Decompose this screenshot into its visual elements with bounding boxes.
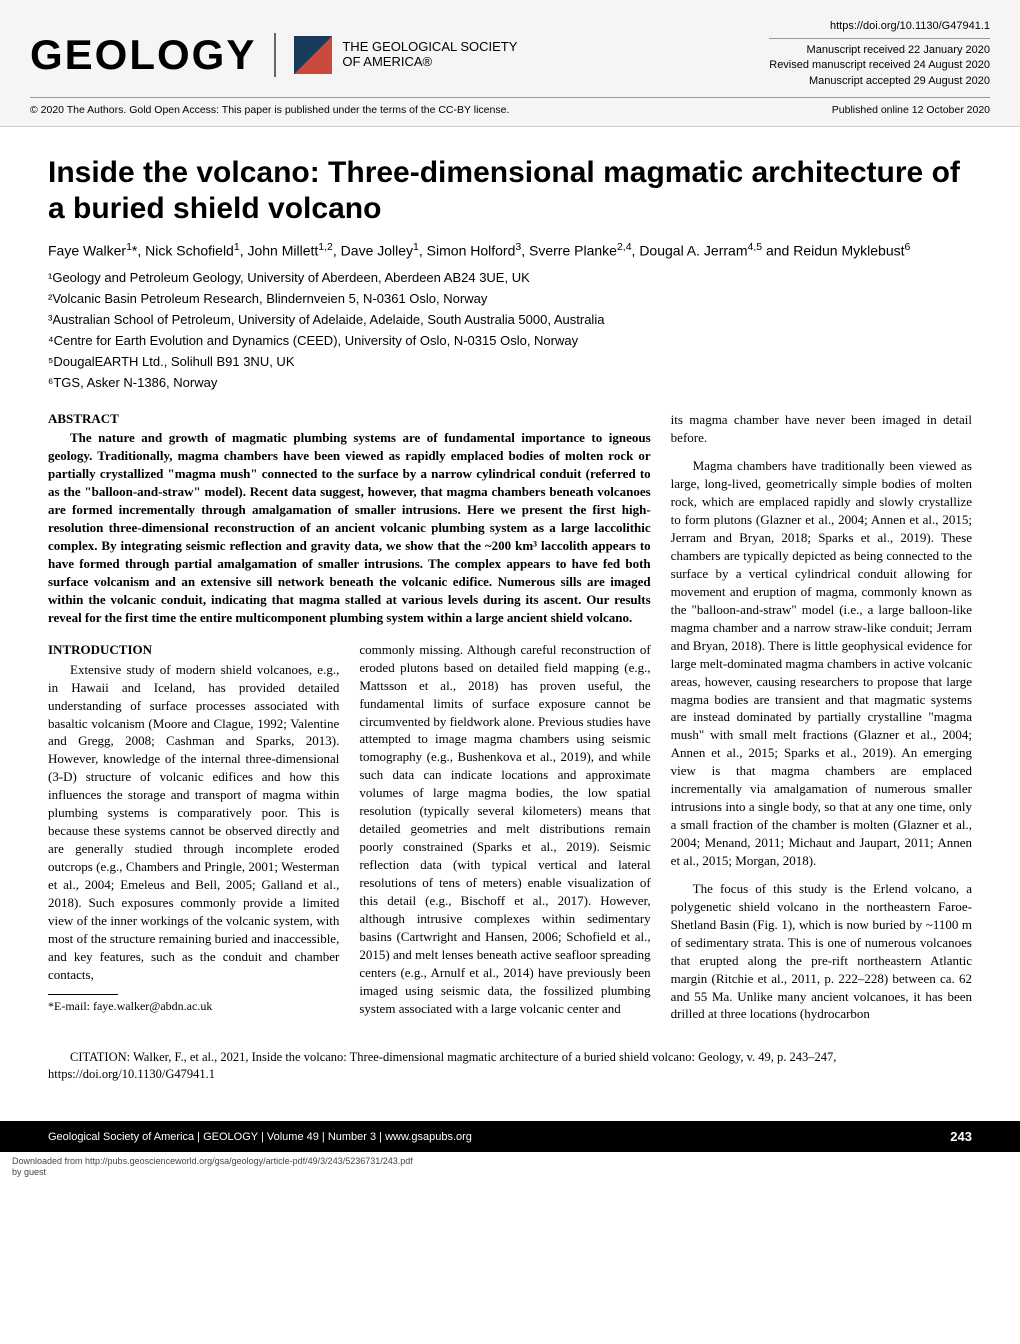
footer-journal-info: Geological Society of America | GEOLOGY … <box>48 1131 472 1143</box>
main-content: Inside the volcano: Three-dimensional ma… <box>0 127 1020 1103</box>
published-online: Published online 12 October 2020 <box>832 104 990 116</box>
content-columns: ABSTRACT The nature and growth of magmat… <box>48 411 972 1033</box>
header-top-row: GEOLOGY THE GEOLOGICAL SOCIETY OF AMERIC… <box>30 20 990 89</box>
manuscript-dates: Manuscript received 22 January 2020 Revi… <box>769 38 990 89</box>
footnote-rule <box>48 994 118 995</box>
article-title: Inside the volcano: Three-dimensional ma… <box>48 155 972 226</box>
intro-heading: INTRODUCTION <box>48 641 339 659</box>
corresponding-email: *E-mail: faye.walker@abdn.ac.uk <box>48 998 339 1015</box>
footer-bar: Geological Society of America | GEOLOGY … <box>0 1121 1020 1152</box>
society-line2: OF AMERICA® <box>342 55 517 70</box>
date-revised: Revised manuscript received 24 August 20… <box>769 58 990 73</box>
affiliation-line: ¹Geology and Petroleum Geology, Universi… <box>48 268 972 288</box>
journal-header: GEOLOGY THE GEOLOGICAL SOCIETY OF AMERIC… <box>0 0 1020 127</box>
page-number: 243 <box>950 1129 972 1144</box>
affiliation-line: ⁴Centre for Earth Evolution and Dynamics… <box>48 331 972 351</box>
society-name: THE GEOLOGICAL SOCIETY OF AMERICA® <box>342 40 517 70</box>
download-watermark: Downloaded from http://pubs.geosciencewo… <box>0 1152 1020 1182</box>
gsa-logo-icon <box>294 36 332 74</box>
affiliation-line: ⁵DougalEARTH Ltd., Solihull B91 3NU, UK <box>48 352 972 372</box>
society-line1: THE GEOLOGICAL SOCIETY <box>342 40 517 55</box>
doi-link[interactable]: https://doi.org/10.1130/G47941.1 <box>769 20 990 32</box>
intro-para-1: Extensive study of modern shield volcano… <box>48 661 339 984</box>
right-para-2: Magma chambers have traditionally been v… <box>671 457 972 870</box>
download-line1: Downloaded from http://pubs.geosciencewo… <box>12 1156 1008 1167</box>
author-list: Faye Walker1*, Nick Schofield1, John Mil… <box>48 240 972 262</box>
intro-two-column: INTRODUCTION Extensive study of modern s… <box>48 641 651 1018</box>
intro-para-2: commonly missing. Although careful recon… <box>359 641 650 1018</box>
date-received: Manuscript received 22 January 2020 <box>769 43 990 58</box>
right-para-1: its magma chamber have never been imaged… <box>671 411 972 447</box>
doi-block: https://doi.org/10.1130/G47941.1 Manuscr… <box>769 20 990 89</box>
journal-logo: GEOLOGY <box>30 31 256 79</box>
right-para-3: The focus of this study is the Erlend vo… <box>671 880 972 1024</box>
affiliation-line: ²Volcanic Basin Petroleum Research, Blin… <box>48 289 972 309</box>
affiliations: ¹Geology and Petroleum Geology, Universi… <box>48 268 972 394</box>
left-column: ABSTRACT The nature and growth of magmat… <box>48 411 651 1033</box>
affiliation-line: ³Australian School of Petroleum, Univers… <box>48 310 972 330</box>
header-bottom-row: © 2020 The Authors. Gold Open Access: Th… <box>30 97 990 116</box>
right-column: its magma chamber have never been imaged… <box>671 411 972 1033</box>
logo-block: GEOLOGY THE GEOLOGICAL SOCIETY OF AMERIC… <box>30 31 517 79</box>
abstract-text: The nature and growth of magmatic plumbi… <box>48 429 651 626</box>
citation: CITATION: Walker, F., et al., 2021, Insi… <box>48 1049 972 1083</box>
license-text: © 2020 The Authors. Gold Open Access: Th… <box>30 104 509 116</box>
download-line2: by guest <box>12 1167 1008 1178</box>
affiliation-line: ⁶TGS, Asker N-1386, Norway <box>48 373 972 393</box>
society-block: THE GEOLOGICAL SOCIETY OF AMERICA® <box>294 36 517 74</box>
logo-separator <box>274 33 276 77</box>
date-accepted: Manuscript accepted 29 August 2020 <box>769 74 990 89</box>
abstract-heading: ABSTRACT <box>48 411 651 427</box>
